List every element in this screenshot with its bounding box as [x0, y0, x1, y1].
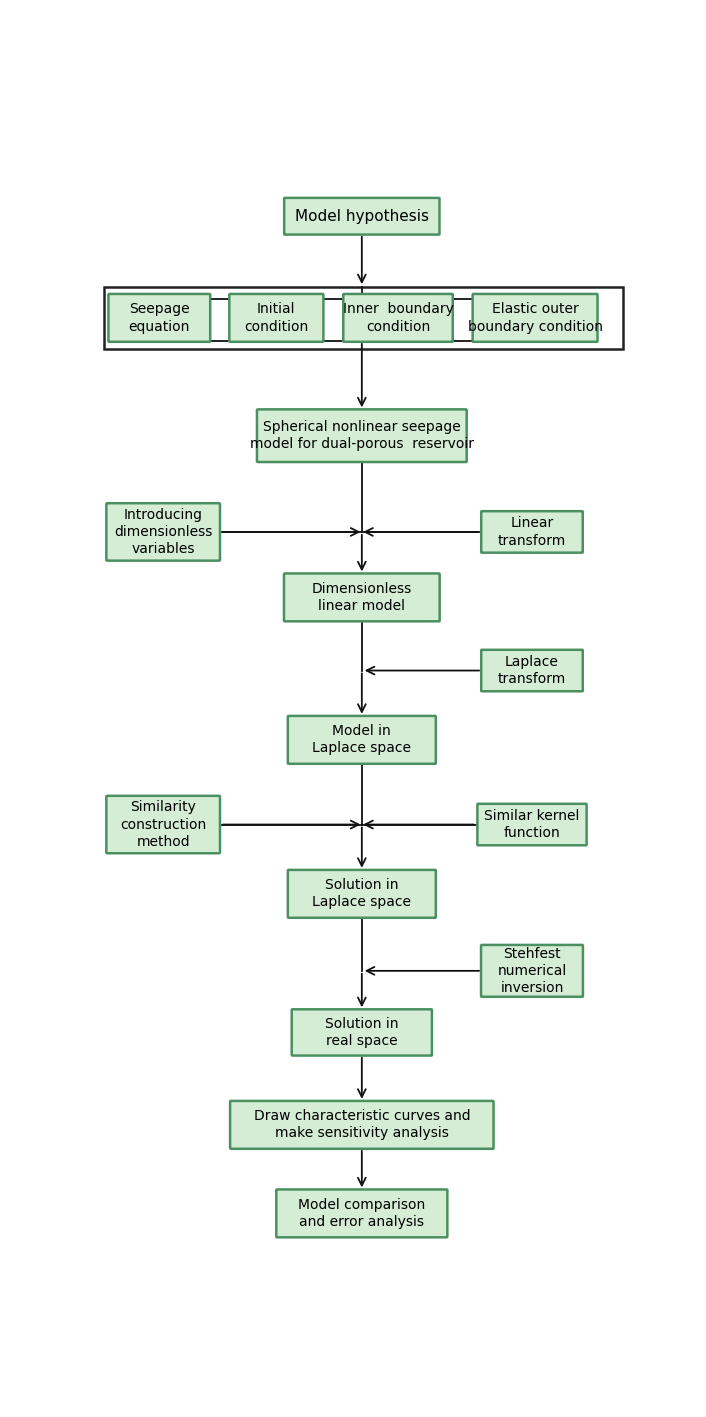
Text: Seepage
equation: Seepage equation — [128, 302, 190, 333]
FancyBboxPatch shape — [285, 198, 439, 235]
Text: Similarity
construction
method: Similarity construction method — [120, 801, 206, 849]
Text: Dimensionless
linear model: Dimensionless linear model — [312, 582, 412, 614]
FancyBboxPatch shape — [481, 512, 582, 553]
FancyBboxPatch shape — [481, 650, 582, 691]
Text: Similar kernel
function: Similar kernel function — [484, 809, 580, 840]
FancyBboxPatch shape — [292, 1009, 432, 1056]
FancyBboxPatch shape — [107, 796, 220, 853]
Text: Elastic outer
boundary condition: Elastic outer boundary condition — [467, 302, 603, 333]
Text: Solution in
real space: Solution in real space — [325, 1017, 399, 1049]
FancyBboxPatch shape — [288, 716, 436, 764]
FancyBboxPatch shape — [109, 293, 210, 341]
FancyBboxPatch shape — [257, 410, 467, 462]
FancyBboxPatch shape — [284, 574, 440, 621]
FancyBboxPatch shape — [477, 803, 587, 846]
FancyBboxPatch shape — [472, 293, 597, 341]
Text: Inner  boundary
condition: Inner boundary condition — [342, 302, 453, 333]
FancyBboxPatch shape — [230, 1101, 493, 1149]
Text: Model comparison
and error analysis: Model comparison and error analysis — [298, 1197, 426, 1229]
Text: Laplace
transform: Laplace transform — [498, 655, 566, 686]
Text: Introducing
dimensionless
variables: Introducing dimensionless variables — [114, 507, 213, 557]
Text: Initial
condition: Initial condition — [244, 302, 309, 333]
FancyBboxPatch shape — [288, 870, 436, 918]
FancyBboxPatch shape — [276, 1189, 448, 1237]
FancyBboxPatch shape — [481, 945, 583, 996]
Text: Draw characteristic curves and
make sensitivity analysis: Draw characteristic curves and make sens… — [253, 1110, 470, 1141]
Text: Stehfest
numerical
inversion: Stehfest numerical inversion — [497, 947, 567, 995]
FancyBboxPatch shape — [343, 293, 453, 341]
FancyBboxPatch shape — [229, 293, 323, 341]
Text: Solution in
Laplace space: Solution in Laplace space — [312, 879, 412, 910]
FancyBboxPatch shape — [107, 503, 220, 561]
Text: Model in
Laplace space: Model in Laplace space — [312, 724, 412, 755]
Text: Spherical nonlinear seepage
model for dual-porous  reservoir: Spherical nonlinear seepage model for du… — [250, 419, 474, 452]
Bar — [104, 288, 623, 349]
Text: Linear
transform: Linear transform — [498, 516, 566, 547]
Text: Model hypothesis: Model hypothesis — [295, 208, 429, 224]
